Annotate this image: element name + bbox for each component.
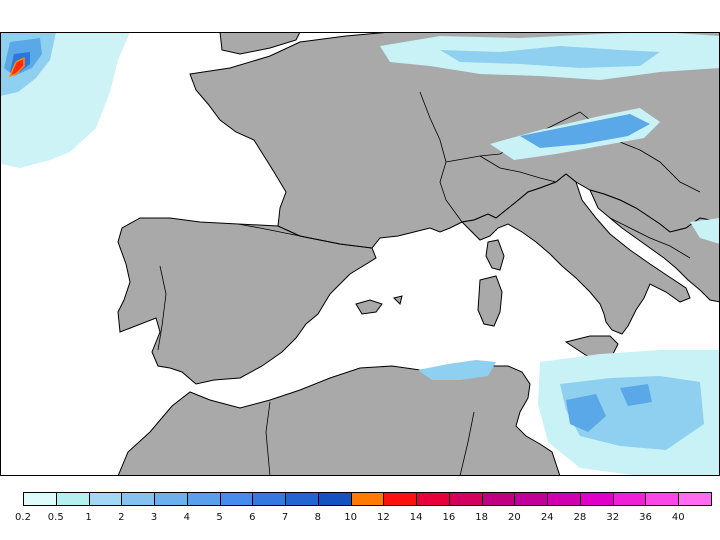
legend-swatch [678,492,712,506]
legend-label: 36 [639,512,652,523]
legend-label: 12 [377,512,390,523]
legend-label: 16 [442,512,456,523]
legend-swatch [448,492,483,506]
legend-label: 6 [249,512,256,523]
legend-swatch [186,492,221,506]
legend-label: 0.5 [47,512,64,523]
precipitation-legend [23,492,712,510]
precip-south-blue [566,384,652,432]
legend-swatch [416,492,450,506]
legend-label: 4 [183,512,190,523]
legend-swatch [579,492,614,506]
country-borders [157,91,701,476]
legend-label: 5 [216,512,223,523]
precip-alps-blue [520,114,650,148]
legend-label: 10 [344,512,357,523]
legend-label: 0.2 [15,512,31,523]
legend-swatch [154,492,188,506]
legend-label: 18 [475,512,489,523]
legend-swatch [121,492,156,506]
legend-label: 1 [85,512,92,523]
legend-label: 2 [118,512,125,523]
legend-swatch [547,492,581,506]
legend-swatch [252,492,287,506]
legend-swatch [514,492,549,506]
legend-label: 7 [281,512,289,523]
precip-ne [690,218,720,244]
land-masses [117,32,720,476]
italy-land [460,173,691,335]
legend-swatch [285,492,319,506]
legend-swatch [383,492,418,506]
legend-swatch [350,492,385,506]
corsica-land [485,239,505,271]
legend-label: 3 [150,512,158,523]
legend-label: 20 [508,512,521,523]
balearic-land [355,295,403,315]
legend-swatch [481,492,516,506]
legend-swatch [88,492,123,506]
precip-nw-max [8,56,25,78]
sardinia-land [477,275,503,327]
legend-swatch [612,492,647,506]
legend-swatch [23,492,57,506]
legend-swatch [219,492,254,506]
balkans-land [589,189,720,303]
legend-label: 28 [573,512,587,523]
precip-algeria-coast [418,360,496,380]
britain-corner-land [219,32,301,55]
legend-label: 14 [409,512,423,523]
precipitation-overlay [0,32,720,476]
legend-label: 8 [314,512,322,523]
legend-swatch [645,492,680,506]
precip-north-mid [440,46,660,68]
legend-label: 32 [606,512,620,523]
legend-label: 24 [540,512,554,523]
precipitation-map [0,32,720,476]
legend-swatch [317,492,352,506]
legend-label: 40 [671,512,685,523]
legend-swatch [55,492,90,506]
